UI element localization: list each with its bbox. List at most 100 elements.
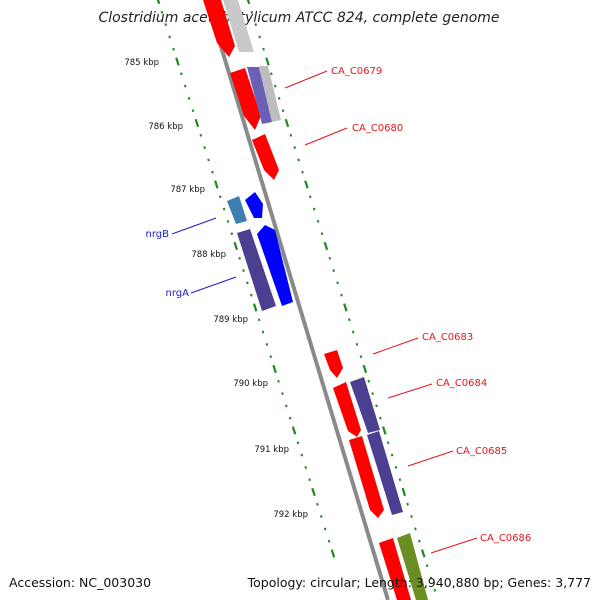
minor-tick [230,232,234,236]
major-tick [272,364,277,374]
minor-tick [288,416,292,420]
gene-arrow [397,533,428,600]
major-tick [194,118,200,128]
minor-tick [410,515,413,518]
kbp-label: 787 kbp [170,185,205,195]
minor-tick [183,84,187,88]
gene-arrow [252,134,279,180]
major-tick [323,241,329,251]
minor-tick [281,109,285,113]
gene-label-ca-c0680: CA_C0680 [352,123,403,134]
minor-tick [301,170,304,174]
minor-tick [281,392,284,396]
gene-arrow [333,382,361,437]
gene-label-nrga: nrgA [166,288,190,299]
leader-line [171,217,217,235]
minor-tick [254,23,258,27]
minor-tick [191,109,195,113]
minor-tick [172,47,175,51]
leader-line [304,127,348,146]
major-tick [214,180,219,189]
minor-tick [347,318,351,322]
gene-arrow [259,66,281,122]
gene-label-ca-c0684: CA_C0684 [436,378,487,389]
major-tick [265,57,270,66]
minor-tick [218,195,222,199]
kbp-label: 785 kbp [124,58,159,68]
minor-tick [164,23,168,27]
major-tick [311,487,316,497]
minor-tick [433,588,437,592]
minor-tick [258,35,261,39]
minor-tick [238,256,241,260]
minor-tick [265,342,269,346]
gene-arrow [247,67,272,124]
leader-line [372,337,419,355]
minor-tick [187,96,191,100]
accession-text: Accession: NC_003030 [9,575,151,590]
minor-tick [300,453,304,457]
minor-tick [293,146,297,150]
leader-line [387,383,433,399]
gene-arrow [245,192,263,218]
minor-tick [269,355,273,359]
gene-arrow [349,436,384,518]
minor-tick [199,133,203,137]
gene-arrow [324,350,343,378]
minor-tick [418,539,421,543]
gene-arrow [237,229,276,311]
kbp-tick-track [156,0,336,558]
gene-features [203,0,428,600]
minor-tick [320,232,324,236]
minor-tick [289,133,293,137]
major-tick [291,426,297,435]
minor-tick [332,269,335,273]
leader-line [430,537,478,554]
minor-tick [429,576,433,580]
minor-tick [296,441,300,445]
minor-tick [390,453,394,457]
gene-labels: CA_C0679 CA_C0680 nrgB nrgA CA_C0683 CA_… [146,66,532,544]
gene-label-nrgb: nrgB [146,229,170,240]
minor-tick [168,35,171,39]
minor-tick [316,502,319,506]
genome-backbone [205,0,390,600]
minor-tick [304,465,308,469]
minor-tick [180,72,183,76]
major-tick [343,303,348,312]
kbp-label: 792 kbp [273,510,308,520]
minor-tick [211,170,214,174]
gene-label-ca-c0683: CA_C0683 [422,332,473,343]
minor-tick [249,293,253,297]
minor-tick [327,539,331,543]
major-tick [284,118,290,128]
minor-tick [328,256,332,260]
minor-tick [355,342,359,346]
minor-tick [398,478,402,482]
minor-tick [351,330,355,334]
minor-tick [226,219,230,223]
minor-tick [425,564,429,568]
minor-tick [160,10,164,14]
minor-tick [414,527,417,531]
minor-tick [375,404,378,408]
minor-tick [323,527,327,531]
gene-arrow [367,431,403,515]
minor-tick [250,10,254,14]
kbp-label: 789 kbp [213,315,248,325]
gene-label-ca-c0686: CA_C0686 [480,533,531,544]
minor-tick [207,158,210,162]
minor-tick [257,318,261,322]
minor-tick [312,207,316,211]
kbp-label: 790 kbp [233,379,268,389]
major-tick [362,364,368,374]
minor-tick [273,84,277,88]
major-tick [420,549,426,558]
minor-tick [262,47,265,51]
minor-tick [394,465,398,469]
minor-tick [277,379,280,383]
label-leader-lines [171,70,478,554]
gene-arrow [379,538,411,600]
kbp-label: 788 kbp [191,250,226,260]
